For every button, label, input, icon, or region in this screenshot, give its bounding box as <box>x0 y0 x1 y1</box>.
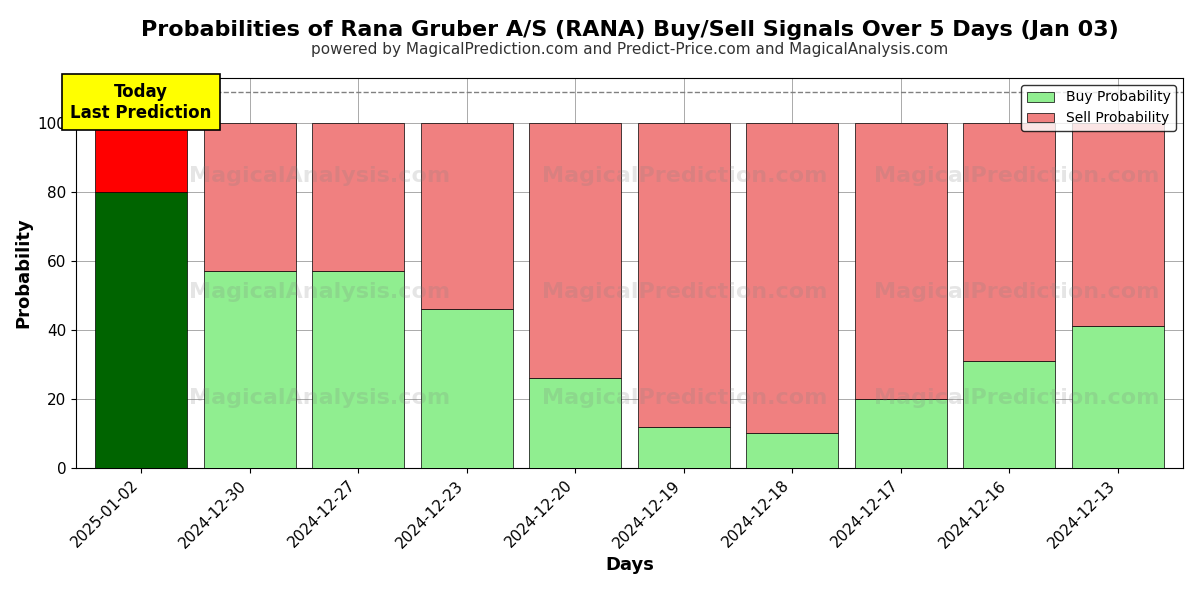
Text: powered by MagicalPrediction.com and Predict-Price.com and MagicalAnalysis.com: powered by MagicalPrediction.com and Pre… <box>311 41 948 56</box>
Text: MagicalPrediction.com: MagicalPrediction.com <box>875 388 1159 408</box>
Bar <box>95 123 187 192</box>
Bar <box>1072 123 1164 326</box>
Text: MagicalAnalysis.com: MagicalAnalysis.com <box>188 283 450 302</box>
Bar <box>964 123 1056 361</box>
Y-axis label: Probability: Probability <box>14 218 32 328</box>
Bar <box>746 123 839 433</box>
Bar <box>420 123 512 309</box>
Text: MagicalPrediction.com: MagicalPrediction.com <box>542 283 828 302</box>
Title: Probabilities of Rana Gruber A/S (RANA) Buy/Sell Signals Over 5 Days (Jan 03): Probabilities of Rana Gruber A/S (RANA) … <box>140 20 1118 40</box>
Bar <box>637 427 730 468</box>
Bar <box>746 433 839 468</box>
Text: MagicalAnalysis.com: MagicalAnalysis.com <box>188 388 450 408</box>
Text: MagicalPrediction.com: MagicalPrediction.com <box>875 166 1159 185</box>
Text: MagicalPrediction.com: MagicalPrediction.com <box>875 283 1159 302</box>
Bar <box>854 399 947 468</box>
Text: MagicalAnalysis.com: MagicalAnalysis.com <box>188 166 450 185</box>
Bar <box>637 123 730 427</box>
Text: MagicalPrediction.com: MagicalPrediction.com <box>542 166 828 185</box>
Bar <box>964 361 1056 468</box>
Bar <box>312 271 404 468</box>
Legend: Buy Probability, Sell Probability: Buy Probability, Sell Probability <box>1021 85 1176 131</box>
Bar <box>204 271 295 468</box>
Bar <box>529 123 622 378</box>
Bar <box>420 309 512 468</box>
Bar <box>1072 326 1164 468</box>
Bar <box>529 378 622 468</box>
Text: MagicalPrediction.com: MagicalPrediction.com <box>542 388 828 408</box>
Bar <box>204 123 295 271</box>
Bar <box>854 123 947 399</box>
X-axis label: Days: Days <box>605 556 654 574</box>
Bar <box>95 192 187 468</box>
Bar <box>312 123 404 271</box>
Text: Today
Last Prediction: Today Last Prediction <box>71 83 212 122</box>
